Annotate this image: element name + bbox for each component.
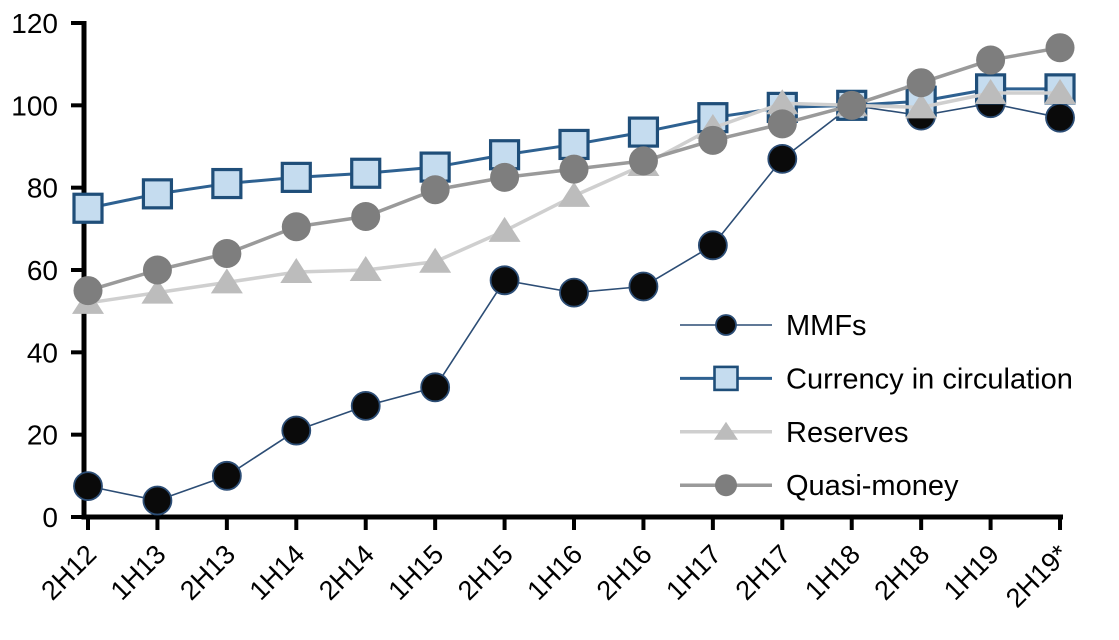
y-tick-label: 120: [11, 8, 58, 39]
data-point: [558, 181, 591, 207]
data-point: [490, 162, 520, 192]
data-point: [766, 89, 799, 115]
series-quasi-money: [73, 33, 1075, 306]
x-tick-label: 1H18: [799, 539, 866, 606]
legend-label: Reserves: [786, 417, 909, 449]
data-point: [697, 230, 728, 261]
data-point: [212, 239, 242, 269]
legend-item-mmfs: MMFs: [680, 310, 867, 342]
data-point: [420, 372, 451, 403]
data-point: [905, 93, 938, 119]
data-point: [906, 68, 936, 98]
data-point: [73, 276, 103, 306]
x-tick-label: 1H19: [938, 539, 1005, 606]
data-point: [627, 116, 660, 148]
data-point: [559, 154, 589, 184]
x-tick-label: 2H17: [730, 539, 797, 606]
legend-circle-marker-icon: [715, 314, 737, 336]
y-tick-label: 100: [11, 90, 58, 121]
y-axis-labels: 0 20 40 60 80 100 120: [11, 8, 58, 533]
data-point: [73, 471, 103, 502]
x-tick-label: 1H16: [521, 539, 588, 606]
legend-circle-marker-icon: [715, 474, 737, 497]
x-tick-label: 2H19*: [1000, 539, 1075, 614]
data-point: [350, 157, 382, 189]
data-point: [628, 146, 658, 176]
data-point: [698, 125, 728, 155]
series-mmfs: [73, 88, 1075, 516]
legend: MMFs Currency in circulation Reserves Quasi…: [680, 310, 1073, 502]
x-tick-label: 2H16: [591, 539, 658, 606]
data-point: [211, 167, 243, 200]
legend-item-currency-in-circulation: Currency in circulation: [680, 363, 1073, 395]
data-point: [281, 415, 312, 446]
data-point: [281, 212, 311, 242]
x-tick-label: 2H13: [174, 539, 241, 606]
x-tick-label: 1H14: [244, 539, 311, 606]
data-point: [210, 268, 243, 294]
x-tick-label: 2H15: [452, 539, 519, 606]
data-point: [559, 277, 589, 308]
data-point: [489, 265, 520, 296]
data-series: [72, 33, 1077, 516]
x-tick-label: 2H18: [869, 539, 936, 606]
legend-item-reserves: Reserves: [680, 417, 909, 449]
data-point: [976, 45, 1006, 75]
data-point: [141, 278, 174, 304]
data-point: [72, 192, 104, 224]
x-tick-label: 1H17: [660, 539, 727, 606]
x-tick-label: 1H15: [383, 539, 450, 606]
data-point: [974, 78, 1007, 104]
data-point: [280, 258, 313, 284]
legend-square-marker-icon: [713, 365, 739, 392]
x-tick-label: 2H12: [35, 539, 102, 606]
data-point: [837, 90, 867, 120]
data-point: [280, 161, 312, 193]
x-tick-label: 2H14: [313, 539, 380, 606]
legend-label: MMFs: [786, 310, 867, 342]
data-point: [488, 216, 521, 242]
data-point: [349, 256, 382, 281]
data-point: [350, 390, 381, 421]
data-point: [1044, 78, 1077, 104]
data-point: [1045, 33, 1075, 63]
y-tick-label: 60: [27, 255, 58, 286]
data-point: [628, 271, 659, 302]
data-point: [767, 109, 797, 139]
y-tick-label: 40: [27, 337, 58, 368]
legend-triangle-marker-icon: [714, 421, 738, 440]
data-point: [211, 460, 242, 491]
data-point: [419, 247, 452, 273]
x-tick-label: 1H13: [105, 539, 172, 606]
data-point: [142, 255, 172, 285]
y-tick-label: 80: [27, 173, 58, 204]
legend-item-quasi-money: Quasi-money: [680, 470, 959, 502]
data-point: [351, 201, 381, 231]
legend-label: Currency in circulation: [786, 363, 1073, 395]
x-axis-labels: 2H12 1H13 2H13 1H14 2H14 1H15 2H15 1H16 2H16 1H17…: [35, 539, 1074, 614]
data-point: [1045, 102, 1075, 133]
data-point: [558, 128, 590, 161]
data-point: [142, 485, 173, 516]
y-tick-label: 0: [42, 502, 58, 533]
data-point: [767, 143, 798, 174]
axes: [71, 21, 1063, 530]
data-point: [141, 178, 174, 210]
legend-label: Quasi-money: [786, 470, 959, 502]
y-tick-label: 20: [27, 420, 58, 451]
data-point: [420, 175, 450, 205]
